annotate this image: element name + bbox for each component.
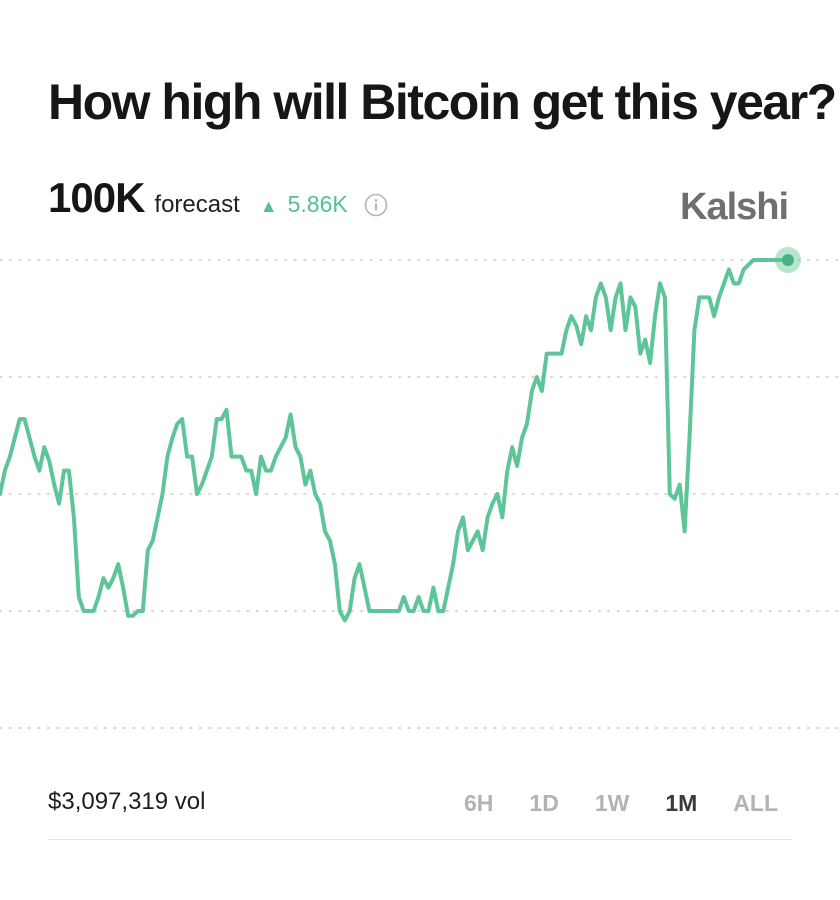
forecast-change-value: 5.86K [287,191,348,217]
chart-footer: $3,097,319 vol 6H 1D 1W 1M ALL [48,782,792,826]
triangle-up-icon: ▲ [259,196,278,216]
kalshi-logo: Kalshi [680,186,789,228]
range-1d-button[interactable]: 1D [529,790,559,816]
info-icon[interactable] [364,193,388,217]
series-line [0,258,790,623]
range-all-button[interactable]: ALL [733,790,778,816]
forecast-label: forecast [154,191,240,218]
range-1m-button[interactable]: 1M [665,790,698,816]
footer-divider [48,839,792,840]
range-1w-button[interactable]: 1W [594,790,630,816]
forecast-change: ▲ 5.86K [260,191,348,218]
volume-label: $3,097,319 vol [48,788,206,815]
time-range-selector: 6H 1D 1W 1M ALL [428,788,778,818]
forecast-summary: 100K forecast ▲ 5.86K [48,174,388,228]
range-6h-button[interactable]: 6H [464,790,494,816]
forecast-value: 100K [48,174,145,221]
chart-gridlines [0,259,840,729]
chart-series [0,247,801,623]
current-point [782,254,794,266]
page-title: How high will Bitcoin get this year? [48,74,837,130]
